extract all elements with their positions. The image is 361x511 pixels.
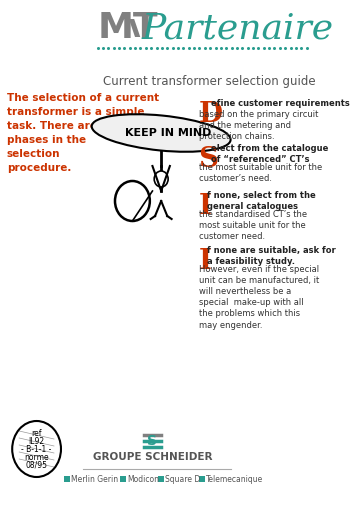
Text: Modicon: Modicon [127,475,159,483]
Text: S: S [147,434,157,448]
Text: GROUPE SCHNEIDER: GROUPE SCHNEIDER [93,452,212,462]
Text: IL92: IL92 [29,436,45,446]
Text: efine customer requirements: efine customer requirements [211,99,349,108]
Text: However, even if the special
unit can be manufactured, it
will nevertheless be a: However, even if the special unit can be… [199,265,319,330]
Text: I: I [199,248,212,275]
Ellipse shape [92,114,231,152]
Text: Merlin Gerin: Merlin Gerin [71,475,118,483]
Text: I: I [199,193,212,220]
Circle shape [154,171,168,187]
Text: the most suitable unit for the
customer’s need.: the most suitable unit for the customer’… [199,163,322,183]
Text: based on the primary circuit
and the metering and
protection chains.: based on the primary circuit and the met… [199,109,318,141]
Text: Square D: Square D [165,475,200,483]
Text: Telemecanique: Telemecanique [206,475,264,483]
Text: f none, select from the
general catalogues: f none, select from the general catalogu… [207,191,316,211]
Text: KEEP IN MIND: KEEP IN MIND [125,128,211,138]
Text: ref: ref [31,429,42,437]
Text: MT: MT [97,11,158,45]
Polygon shape [129,19,140,37]
Text: - B-1-1 -: - B-1-1 - [21,445,52,453]
Text: the standardised CT’s the
most suitable unit for the
customer need.: the standardised CT’s the most suitable … [199,210,307,241]
Text: The selection of a current
transformer is a simple
task. There are four
phases i: The selection of a current transformer i… [7,93,159,173]
Text: f none are suitable, ask for
a feasibility study.: f none are suitable, ask for a feasibili… [207,246,336,266]
Text: Partenaire: Partenaire [141,11,333,45]
Text: 08/95: 08/95 [26,460,48,470]
Text: D: D [199,101,223,128]
Text: elect from the catalogue
of “referenced” CT’s: elect from the catalogue of “referenced”… [211,144,328,164]
Text: norme: norme [24,453,49,461]
Text: S: S [199,146,219,173]
Text: Current transformer selection guide: Current transformer selection guide [103,75,316,87]
